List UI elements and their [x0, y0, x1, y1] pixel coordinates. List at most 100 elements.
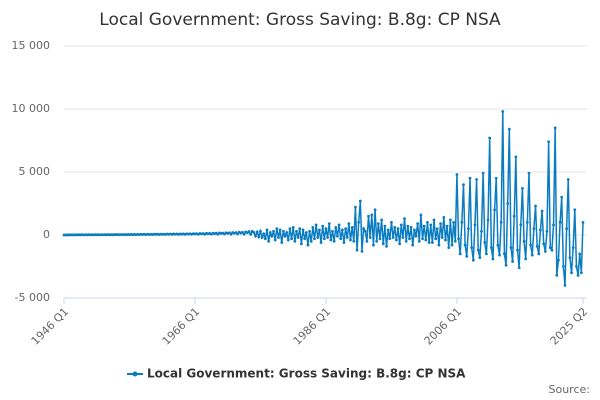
- point: [466, 227, 470, 231]
- point: [566, 178, 570, 181]
- point: [388, 237, 392, 241]
- point: [494, 176, 498, 180]
- point: [247, 230, 251, 233]
- point: [578, 252, 582, 256]
- point: [322, 237, 326, 241]
- series-line: [63, 111, 584, 286]
- point: [471, 258, 475, 262]
- point: [281, 229, 285, 233]
- x-tick-label: 2025 Q2: [548, 305, 591, 348]
- point: [404, 239, 408, 243]
- point: [321, 224, 325, 228]
- point: [568, 256, 572, 260]
- point: [241, 230, 244, 234]
- point: [236, 232, 239, 236]
- point: [252, 231, 256, 234]
- point: [573, 208, 577, 212]
- point: [571, 246, 575, 250]
- point: [283, 234, 287, 238]
- point: [411, 243, 415, 247]
- point: [529, 243, 533, 247]
- point: [514, 155, 518, 159]
- point: [378, 237, 382, 241]
- point: [503, 252, 506, 256]
- legend-label: Local Government: Gross Saving: B.8g: CP…: [147, 367, 466, 381]
- point: [354, 205, 357, 209]
- point: [347, 222, 351, 226]
- point: [447, 246, 451, 250]
- point: [430, 241, 434, 244]
- point: [511, 260, 514, 263]
- point: [489, 246, 493, 250]
- point: [516, 248, 519, 252]
- point: [532, 227, 536, 231]
- point: [263, 237, 267, 241]
- point: [486, 218, 490, 222]
- point: [493, 208, 496, 212]
- point: [475, 178, 478, 181]
- point: [417, 239, 421, 243]
- point: [552, 223, 555, 227]
- point: [463, 243, 467, 247]
- point: [260, 236, 264, 239]
- point: [512, 214, 516, 218]
- point: [406, 224, 410, 228]
- point: [296, 236, 300, 239]
- point: [403, 217, 406, 221]
- point: [575, 265, 578, 268]
- point: [553, 126, 557, 130]
- point: [557, 258, 560, 262]
- point: [409, 226, 413, 229]
- point: [491, 257, 495, 261]
- point: [509, 246, 513, 250]
- point: [265, 228, 269, 232]
- point: [295, 229, 298, 233]
- point: [355, 248, 359, 252]
- point: [396, 227, 400, 231]
- point: [473, 223, 477, 227]
- point: [372, 243, 375, 247]
- point: [547, 140, 551, 144]
- point: [337, 223, 341, 227]
- point: [579, 271, 583, 275]
- point: [304, 231, 308, 234]
- point: [399, 223, 403, 227]
- point: [453, 239, 457, 243]
- point: [316, 236, 320, 239]
- point: [360, 249, 364, 253]
- point: [383, 224, 387, 228]
- point: [319, 241, 323, 244]
- point: [439, 222, 442, 226]
- chart-title: Local Government: Gross Saving: B.8g: CP…: [99, 10, 501, 30]
- point: [363, 229, 367, 233]
- point: [545, 229, 549, 233]
- point: [540, 209, 544, 213]
- point: [286, 238, 290, 242]
- point: [270, 234, 274, 238]
- point: [521, 186, 524, 190]
- point: [272, 229, 275, 233]
- point: [385, 244, 388, 248]
- point: [427, 241, 431, 244]
- point: [434, 237, 438, 241]
- point: [318, 228, 321, 232]
- point: [517, 266, 521, 270]
- point: [524, 257, 528, 261]
- point: [550, 248, 554, 252]
- point: [543, 249, 547, 253]
- point: [280, 241, 284, 244]
- point: [339, 237, 343, 241]
- legend-marker: [132, 371, 138, 377]
- point: [465, 255, 469, 258]
- point: [303, 237, 307, 241]
- point: [440, 236, 444, 239]
- source-label: Source:: [549, 383, 591, 396]
- point: [362, 227, 366, 231]
- point: [542, 242, 546, 246]
- point: [357, 221, 361, 224]
- point: [444, 238, 447, 242]
- x-tick-label: 1966 Q1: [160, 305, 203, 348]
- point: [419, 213, 423, 217]
- point: [277, 236, 280, 239]
- point: [336, 234, 339, 238]
